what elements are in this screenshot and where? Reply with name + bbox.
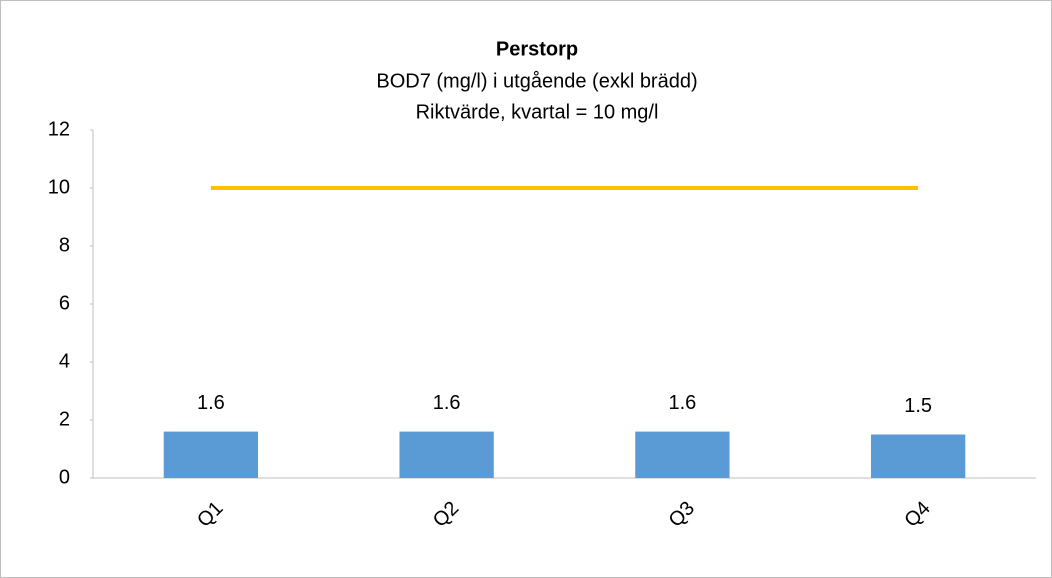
bar: [635, 431, 730, 478]
data-label: 1.6: [668, 392, 696, 414]
chart-title: Perstorp: [496, 38, 578, 60]
data-label: 1.5: [904, 395, 932, 417]
y-tick-label: 8: [59, 234, 70, 256]
bar: [870, 434, 966, 478]
chart-subtitle: Riktvärde, kvartal = 10 mg/l: [416, 101, 659, 123]
y-tick-label: 6: [59, 292, 70, 314]
y-tick-label: 0: [59, 466, 70, 488]
y-tick-label: 10: [48, 176, 70, 198]
y-tick-label: 12: [48, 118, 70, 140]
bar: [163, 431, 259, 478]
data-label: 1.6: [197, 392, 225, 414]
data-label: 1.6: [433, 392, 461, 414]
y-tick-label: 4: [59, 350, 70, 372]
chart-subtitle: BOD7 (mg/l) i utgående (exkl brädd): [376, 70, 697, 92]
y-tick-label: 2: [59, 408, 70, 430]
bar: [399, 431, 494, 478]
